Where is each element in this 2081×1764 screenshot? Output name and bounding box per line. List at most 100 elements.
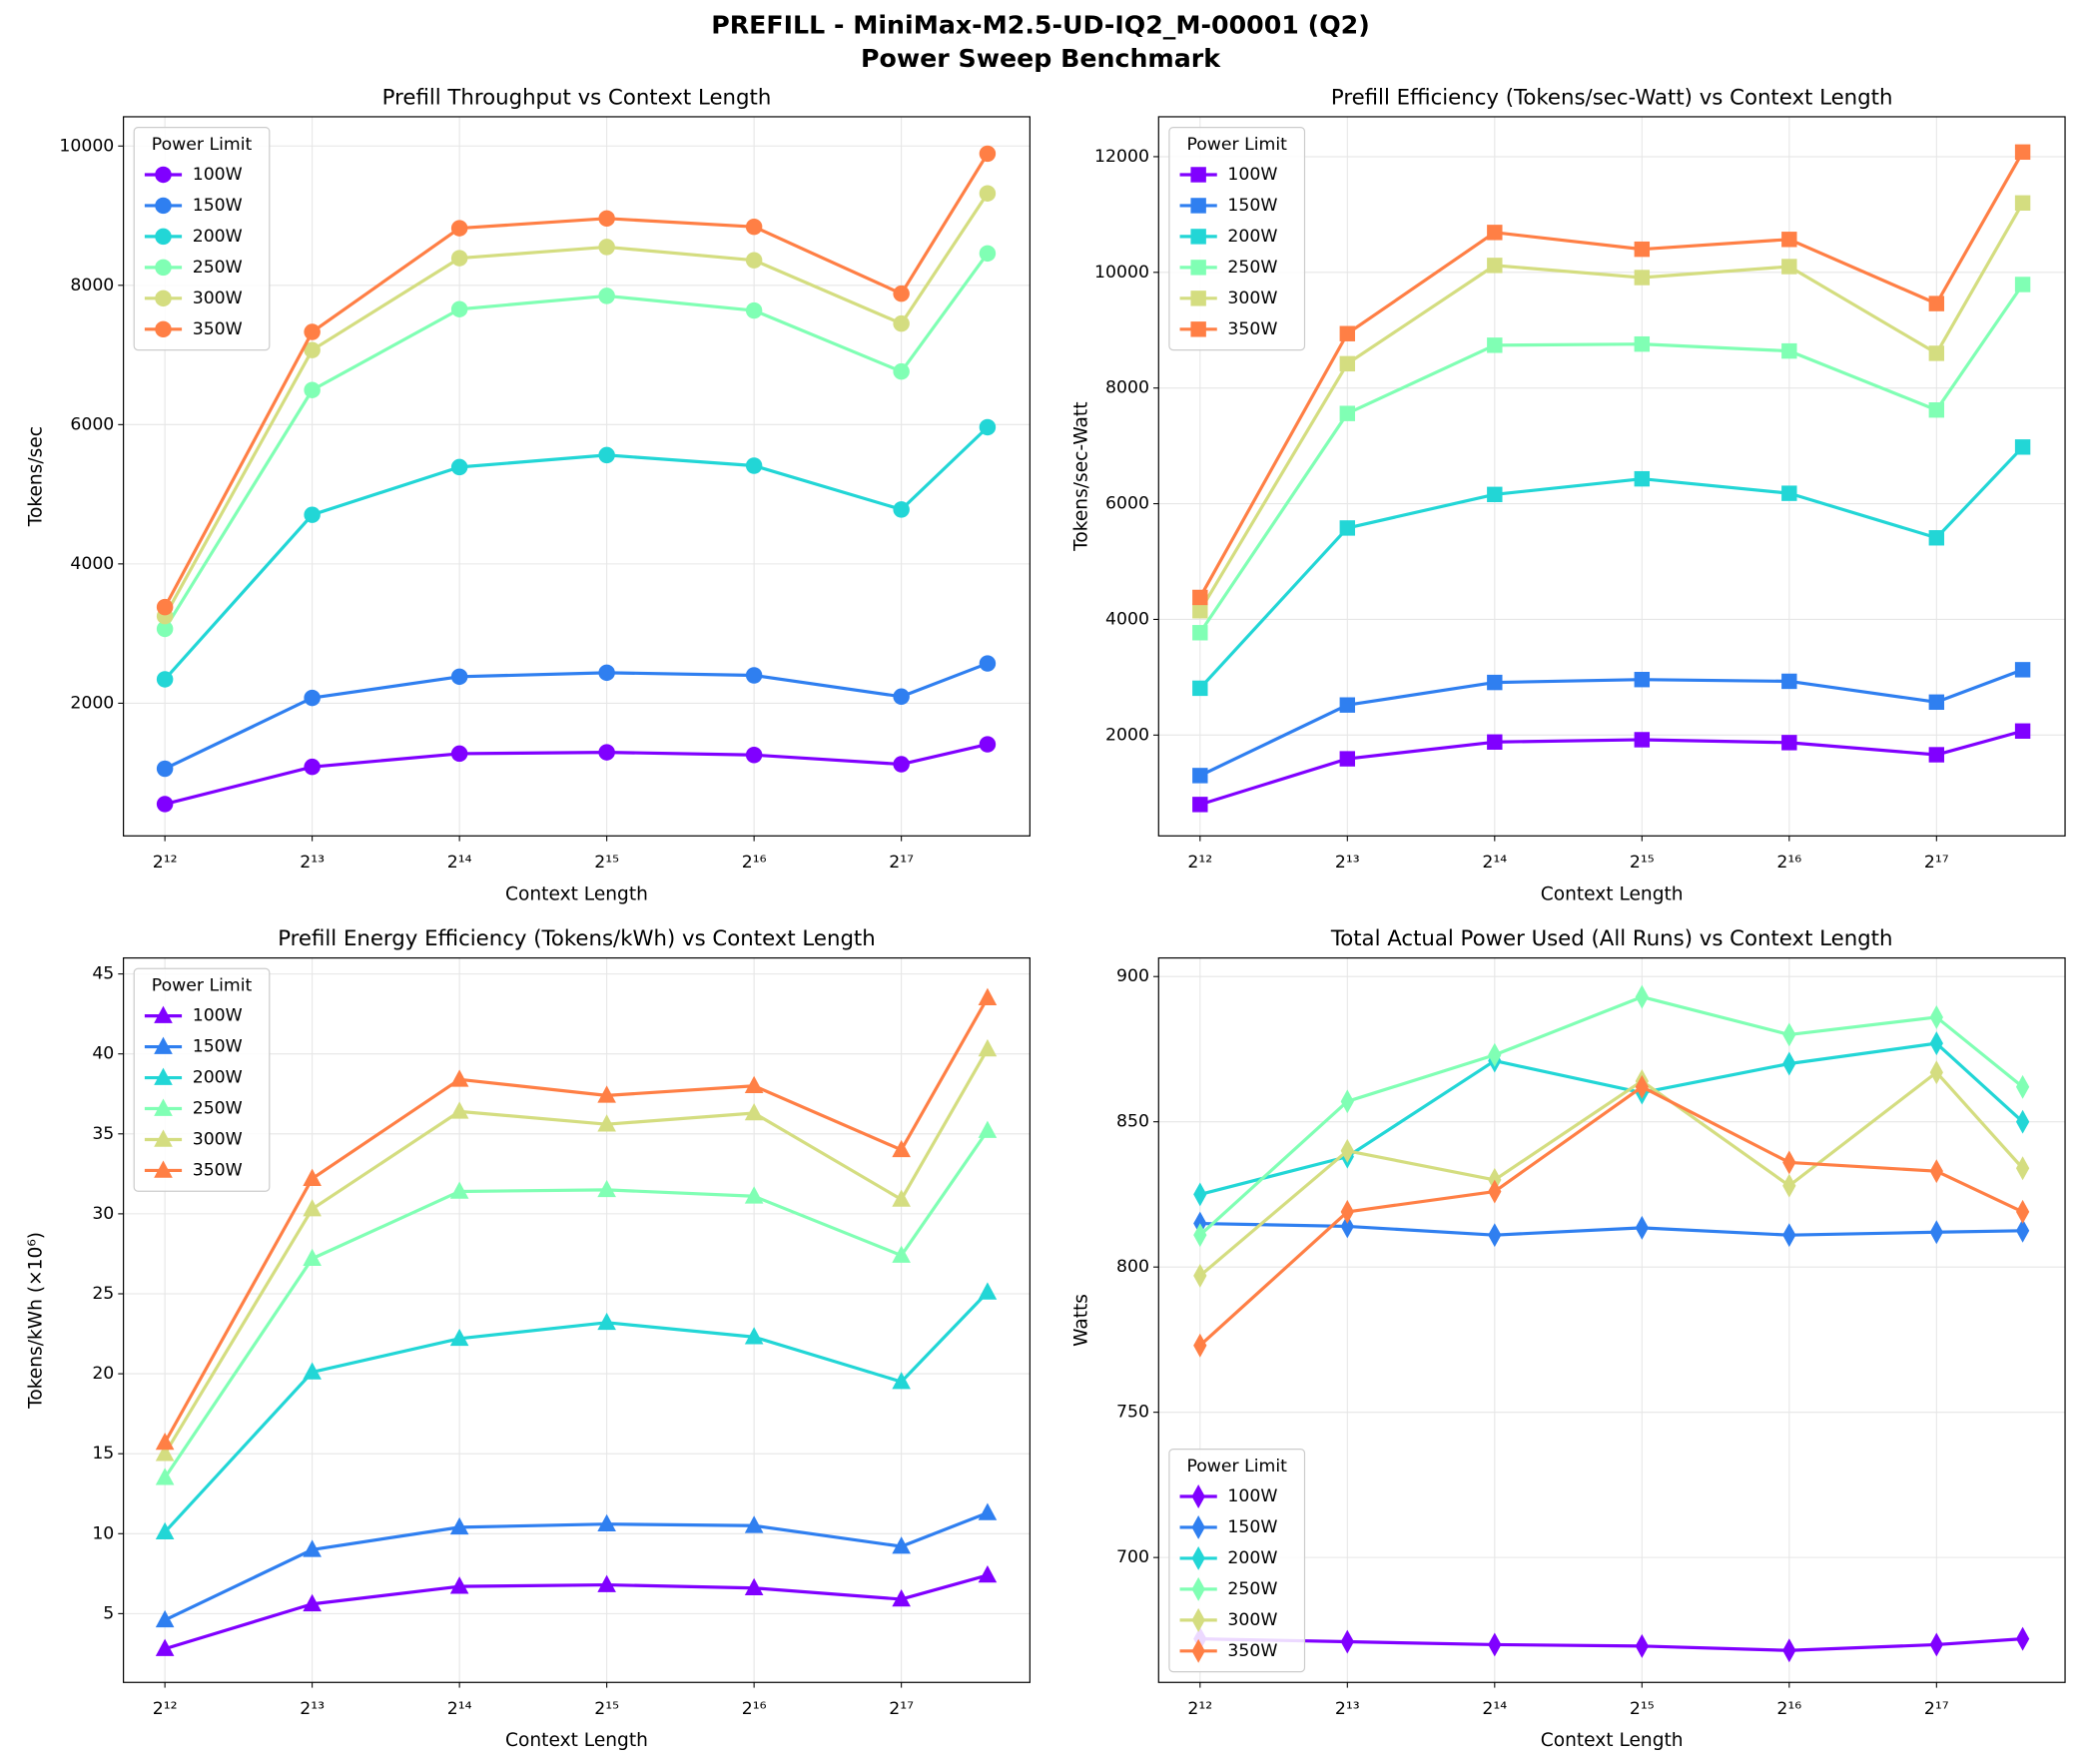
x-tick-label: 2¹⁵: [594, 853, 619, 873]
figure-title: PREFILL - MiniMax-M2.5-UD-IQ2_M-00001 (Q…: [711, 11, 1370, 40]
marker: [978, 1564, 998, 1583]
y-tick-label: 35: [92, 1124, 114, 1144]
marker: [304, 689, 321, 707]
marker: [744, 1075, 764, 1094]
y-tick-label: 900: [1116, 966, 1149, 986]
legend-marker: [154, 1098, 173, 1116]
marker: [598, 288, 615, 304]
x-tick-label: 2¹³: [1335, 853, 1360, 873]
marker: [892, 1245, 911, 1263]
marker: [1782, 1223, 1796, 1248]
marker: [1192, 589, 1208, 606]
y-tick-label: 6000: [70, 414, 114, 434]
legend-label: 100W: [1227, 165, 1277, 185]
marker: [1928, 402, 1945, 418]
marker: [598, 239, 615, 256]
legend-title: Power Limit: [152, 135, 253, 155]
marker: [892, 1372, 911, 1390]
y-tick-label: 4000: [70, 554, 114, 574]
x-tick-label: 2¹⁴: [447, 853, 472, 873]
marker: [1487, 486, 1503, 503]
legend-marker: [1190, 291, 1206, 306]
y-tick-label: 8000: [1105, 378, 1149, 398]
marker: [745, 747, 763, 764]
y-tick-label: 10: [92, 1523, 114, 1543]
y-axis-label: Tokens/sec-Watt: [1071, 401, 1092, 551]
x-tick-label: 2¹⁷: [1924, 1699, 1949, 1719]
plot-frame: [123, 116, 1031, 837]
marker: [978, 1120, 998, 1138]
marker: [155, 1468, 175, 1485]
marker: [156, 760, 174, 778]
marker: [304, 381, 321, 398]
x-tick-label: 2¹³: [300, 853, 325, 873]
marker: [598, 664, 615, 682]
y-axis-label: Watts: [1071, 1294, 1092, 1347]
legend-marker: [155, 166, 172, 184]
marker: [1339, 520, 1356, 536]
marker: [892, 1139, 911, 1158]
marker: [303, 1168, 322, 1186]
x-axis-label: Context Length: [1541, 883, 1684, 904]
y-tick-label: 30: [92, 1204, 114, 1224]
y-tick-label: 6000: [1105, 494, 1149, 514]
y-tick-label: 2000: [70, 693, 114, 713]
legend-marker: [1190, 260, 1206, 276]
legend-title: Power Limit: [1186, 135, 1287, 155]
marker: [744, 1515, 764, 1533]
x-tick-label: 2¹⁵: [1630, 1699, 1655, 1719]
legend-label: 300W: [193, 1129, 243, 1149]
marker: [2015, 1199, 2030, 1224]
legend-marker: [155, 290, 172, 307]
legend-label: 100W: [193, 1006, 243, 1026]
marker: [450, 300, 468, 317]
marker: [892, 1536, 911, 1554]
legend-marker: [1190, 321, 1206, 337]
x-tick-label: 2¹⁶: [1776, 853, 1801, 873]
marker: [1928, 295, 1945, 311]
marker: [597, 1085, 616, 1103]
chart-title: Prefill Energy Efficiency (Tokens/kWh) v…: [278, 926, 876, 951]
legend-label: 100W: [1227, 1486, 1277, 1506]
marker: [304, 758, 321, 776]
marker: [156, 598, 174, 616]
legend-label: 100W: [193, 165, 243, 185]
marker: [979, 185, 997, 202]
marker: [304, 341, 321, 358]
legend-marker: [155, 228, 172, 246]
marker: [1634, 470, 1651, 487]
marker: [1340, 1214, 1354, 1239]
x-tick-label: 2¹⁴: [447, 1699, 472, 1719]
marker: [1781, 342, 1797, 359]
marker: [979, 736, 997, 753]
plot-frame: [1157, 956, 2066, 1683]
marker: [1488, 1632, 1502, 1657]
marker: [893, 501, 910, 518]
legend-label: 350W: [1227, 1641, 1277, 1661]
x-tick-label: 2¹⁷: [1924, 853, 1949, 873]
x-tick-label: 2¹⁶: [742, 1699, 767, 1719]
x-tick-label: 2¹²: [153, 853, 178, 873]
marker: [2014, 662, 2031, 678]
marker: [1782, 1150, 1796, 1175]
y-tick-label: 700: [1116, 1547, 1149, 1567]
marker: [449, 1516, 469, 1535]
plot-frame: [123, 956, 1031, 1683]
marker: [1339, 697, 1356, 713]
marker: [1339, 325, 1356, 341]
marker: [156, 671, 174, 688]
marker: [1192, 797, 1208, 813]
marker: [155, 1433, 175, 1451]
legend-marker: [154, 1067, 173, 1085]
legend-label: 250W: [1227, 1579, 1277, 1599]
y-tick-label: 10000: [59, 136, 114, 156]
marker: [1340, 1629, 1354, 1654]
marker: [1782, 1173, 1796, 1198]
x-tick-label: 2¹³: [300, 1699, 325, 1719]
legend-label: 300W: [193, 289, 243, 308]
marker: [1192, 603, 1208, 619]
marker: [450, 220, 468, 237]
marker: [1192, 625, 1208, 641]
marker: [155, 1444, 175, 1462]
